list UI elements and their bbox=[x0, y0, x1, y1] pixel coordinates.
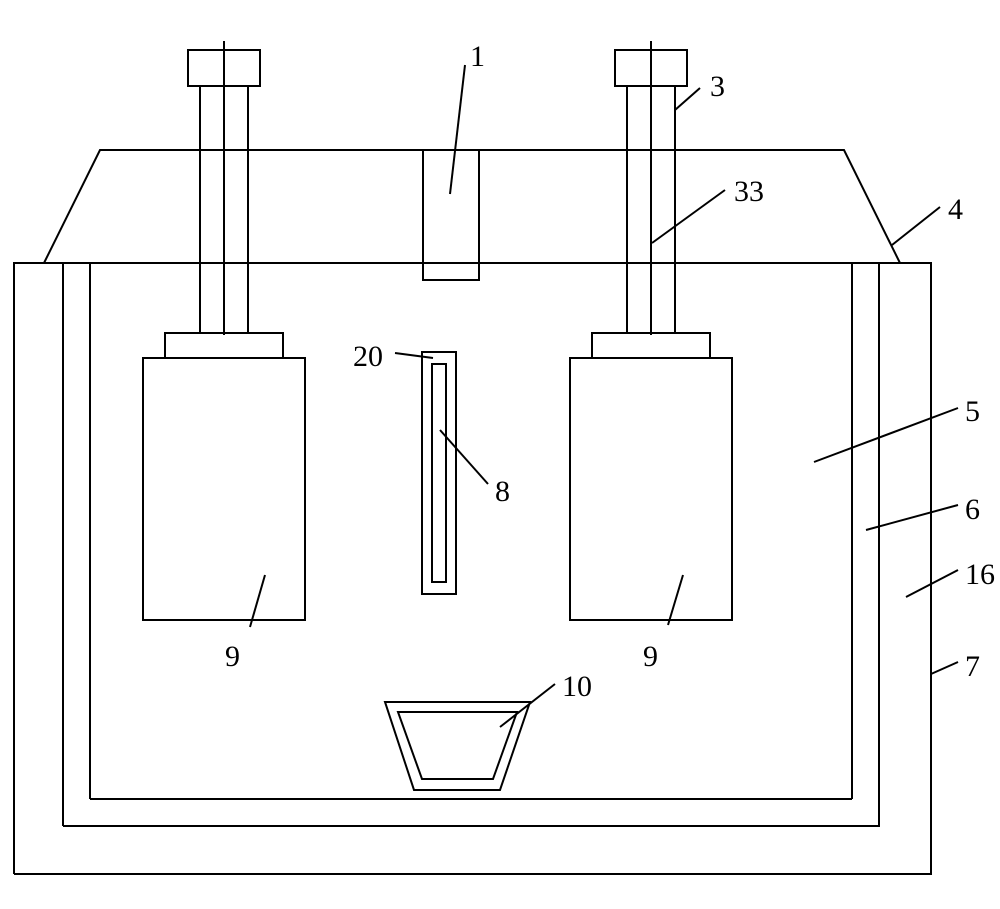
label-1: 1 bbox=[470, 40, 485, 74]
leader-l3 bbox=[675, 88, 700, 110]
leader-l8 bbox=[440, 430, 488, 484]
label-20: 20 bbox=[353, 340, 383, 374]
shape-gap_box bbox=[63, 263, 879, 826]
shape-elec_left bbox=[143, 358, 305, 620]
leader-l1 bbox=[450, 65, 465, 194]
shape-funnel_outer bbox=[385, 702, 530, 790]
shape-outer_box bbox=[14, 263, 931, 874]
label-9b: 9 bbox=[643, 640, 658, 674]
leader-l10 bbox=[500, 684, 555, 727]
label-8: 8 bbox=[495, 475, 510, 509]
leader-l9b bbox=[668, 575, 683, 625]
shape-elec_right bbox=[570, 358, 732, 620]
label-10: 10 bbox=[562, 670, 592, 704]
label-6: 6 bbox=[965, 493, 980, 527]
leader-l5 bbox=[814, 408, 958, 462]
leader-l4 bbox=[892, 207, 940, 245]
label-33: 33 bbox=[734, 175, 764, 209]
label-3: 3 bbox=[710, 70, 725, 104]
shape-center_port bbox=[423, 150, 479, 280]
leader-l20 bbox=[395, 353, 433, 358]
shape-probe_outer bbox=[422, 352, 456, 594]
shape-funnel_inner bbox=[398, 712, 517, 779]
shape-conn_left bbox=[165, 333, 283, 358]
diagram-canvas bbox=[0, 0, 1000, 909]
label-9a: 9 bbox=[225, 640, 240, 674]
shape-lid bbox=[44, 150, 900, 263]
shape-probe_inner bbox=[432, 364, 446, 582]
label-16: 16 bbox=[965, 558, 995, 592]
label-4: 4 bbox=[948, 193, 963, 227]
leader-l7 bbox=[931, 662, 958, 674]
label-5: 5 bbox=[965, 395, 980, 429]
leader-l33 bbox=[652, 190, 725, 243]
label-7: 7 bbox=[965, 650, 980, 684]
shape-conn_right bbox=[592, 333, 710, 358]
